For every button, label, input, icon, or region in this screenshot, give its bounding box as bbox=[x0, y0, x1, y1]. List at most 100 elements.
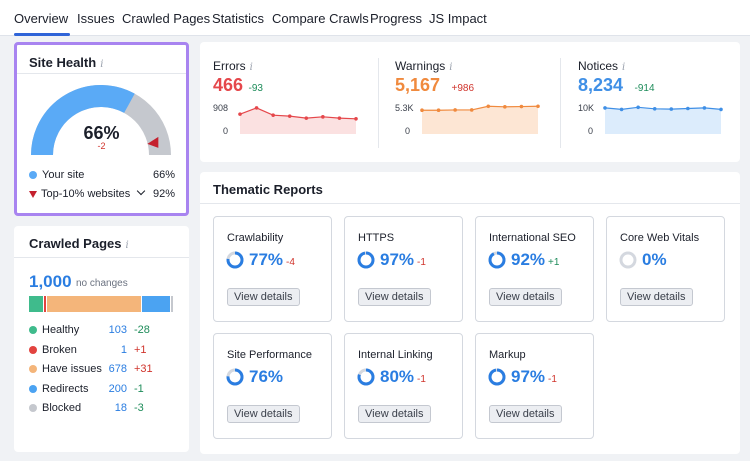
report-value-text: 76% bbox=[249, 367, 284, 386]
view-details-button[interactable]: View details bbox=[227, 288, 300, 306]
view-details-button[interactable]: View details bbox=[358, 288, 431, 306]
report-value: 77% -4 bbox=[249, 250, 295, 270]
crawled-pages-row[interactable]: Redirects bbox=[29, 383, 88, 395]
metric-sparkline bbox=[238, 106, 358, 134]
sparkline-point bbox=[354, 117, 358, 121]
info-icon[interactable]: i bbox=[622, 62, 626, 73]
metric-errors[interactable]: Errors i 466 -93 908 0 bbox=[213, 42, 373, 162]
crawled-pages-bar-segment[interactable] bbox=[29, 296, 44, 312]
crawled-pages-bar-segment[interactable] bbox=[44, 296, 46, 312]
crawled-pages-row-label: Have issues bbox=[42, 363, 102, 375]
report-delta: -1 bbox=[417, 257, 426, 268]
metric-value[interactable]: 466 bbox=[213, 75, 244, 95]
report-card-markup[interactable]: Markup 97% -1 View details bbox=[475, 333, 594, 439]
sparkline-line bbox=[239, 107, 357, 120]
view-details-button[interactable]: View details bbox=[489, 288, 562, 306]
sparkline-point bbox=[486, 104, 491, 109]
crawled-pages-row[interactable]: Broken bbox=[29, 344, 77, 356]
crawled-pages-row-value[interactable]: 18 bbox=[114, 402, 127, 414]
tab-overview[interactable]: Overview bbox=[14, 11, 69, 26]
status-dot bbox=[29, 326, 37, 335]
tab-statistics[interactable]: Statistics bbox=[212, 11, 265, 26]
tab-js-impact[interactable]: JS Impact bbox=[429, 11, 487, 26]
crawled-pages-row-value[interactable]: 200 bbox=[108, 382, 127, 395]
sparkline-point bbox=[652, 107, 657, 111]
report-name: Core Web Vitals bbox=[620, 232, 700, 244]
report-card-international-seo[interactable]: International SEO 92% +1 View details bbox=[475, 216, 594, 322]
crawled-pages-note: no changes bbox=[76, 278, 128, 289]
view-details-button[interactable]: View details bbox=[620, 288, 693, 306]
top10-marker-icon bbox=[29, 190, 37, 198]
progress-ring-icon bbox=[357, 251, 375, 269]
report-value: 97% -1 bbox=[511, 367, 557, 387]
crawled-pages-bar-segment[interactable] bbox=[170, 296, 173, 312]
site-health-card: Site Health i 66% -2 Your site 66% Top-10… bbox=[14, 42, 189, 216]
crawled-pages-row-value[interactable]: 103 bbox=[108, 324, 127, 336]
crawled-pages-row-value[interactable]: 678 bbox=[108, 363, 127, 375]
report-card-core-web-vitals[interactable]: Core Web Vitals 0% View details bbox=[606, 216, 725, 322]
thematic-reports-card: Thematic Reports Crawlability 77% -4 View d… bbox=[200, 172, 740, 454]
tab-compare-crawls[interactable]: Compare Crawls bbox=[272, 11, 369, 26]
site-health-title-text: Site Health bbox=[29, 55, 97, 70]
report-card-https[interactable]: HTTPS 97% -1 View details bbox=[344, 216, 463, 322]
sparkline-point bbox=[271, 113, 275, 117]
report-name: Internal Linking bbox=[358, 349, 433, 361]
crawled-pages-row-label: Broken bbox=[42, 343, 77, 356]
info-icon[interactable]: i bbox=[125, 240, 129, 251]
tab-issues[interactable]: Issues bbox=[77, 11, 115, 26]
report-value-text: 80% bbox=[380, 367, 415, 386]
view-details-button[interactable]: View details bbox=[489, 405, 562, 423]
tab-crawled-pages[interactable]: Crawled Pages bbox=[122, 11, 211, 26]
report-card-site-performance[interactable]: Site Performance 76% View details bbox=[213, 333, 332, 439]
info-icon[interactable]: i bbox=[249, 62, 253, 73]
report-value: 76% bbox=[249, 367, 283, 387]
your-site-dot bbox=[29, 171, 37, 180]
sparkline-area bbox=[240, 107, 356, 134]
progress-ring-icon bbox=[226, 368, 244, 386]
metric-warnings[interactable]: Warnings i 5,167 +986 5.3K 0 bbox=[395, 42, 555, 162]
crawled-pages-row[interactable]: Blocked bbox=[29, 402, 81, 414]
legend-top10[interactable]: Top-10% websites bbox=[29, 186, 146, 200]
crawled-pages-title-text: Crawled Pages bbox=[29, 236, 122, 251]
crawled-pages-bar-segment[interactable] bbox=[46, 296, 141, 312]
crawled-pages-row[interactable]: Have issues bbox=[29, 363, 102, 375]
report-delta: +1 bbox=[548, 257, 560, 268]
thematic-reports-title: Thematic Reports bbox=[213, 182, 323, 197]
tab-progress[interactable]: Progress bbox=[370, 11, 423, 26]
progress-ring-icon bbox=[488, 368, 506, 386]
sparkline-line bbox=[422, 105, 539, 111]
progress-ring-icon bbox=[226, 251, 244, 269]
report-value-text: 0% bbox=[642, 250, 667, 269]
report-card-crawlability[interactable]: Crawlability 77% -4 View details bbox=[213, 216, 332, 322]
view-details-button[interactable]: View details bbox=[227, 405, 300, 423]
metric-sparkline bbox=[420, 104, 540, 134]
report-value-text: 97% bbox=[380, 250, 415, 269]
chevron-down-icon[interactable] bbox=[137, 186, 146, 196]
metric-axis-max: 908 bbox=[213, 103, 229, 113]
view-details-button[interactable]: View details bbox=[358, 405, 431, 423]
gauge-marker bbox=[147, 136, 159, 148]
top10-label: Top-10% websites bbox=[41, 188, 131, 200]
metric-title-text: Errors bbox=[213, 59, 246, 73]
info-icon[interactable]: i bbox=[100, 59, 104, 70]
crawled-pages-bar bbox=[29, 296, 174, 312]
crawled-pages-row-value[interactable]: 1 bbox=[120, 343, 127, 356]
sparkline-point bbox=[469, 108, 474, 112]
your-site-value: 66% bbox=[153, 169, 176, 181]
metric-delta: -914 bbox=[634, 83, 655, 94]
metric-delta: -93 bbox=[248, 83, 263, 94]
report-value: 97% -1 bbox=[380, 250, 426, 270]
crawled-pages-row-label: Blocked bbox=[42, 402, 82, 414]
metric-notices[interactable]: Notices i 8,234 -914 10K 0 bbox=[578, 42, 738, 162]
metric-title: Notices i bbox=[578, 59, 625, 73]
metric-value[interactable]: 5,167 bbox=[395, 75, 441, 95]
report-value-text: 97% bbox=[511, 367, 546, 386]
metric-value[interactable]: 8,234 bbox=[578, 75, 624, 95]
site-health-value: 66% bbox=[83, 123, 120, 143]
report-name: Crawlability bbox=[227, 232, 284, 244]
crawled-pages-total[interactable]: 1,000 bbox=[29, 272, 72, 291]
report-card-internal-linking[interactable]: Internal Linking 80% -1 View details bbox=[344, 333, 463, 439]
info-icon[interactable]: i bbox=[449, 62, 453, 73]
crawled-pages-bar-segment[interactable] bbox=[141, 296, 170, 312]
crawled-pages-row[interactable]: Healthy bbox=[29, 324, 79, 336]
